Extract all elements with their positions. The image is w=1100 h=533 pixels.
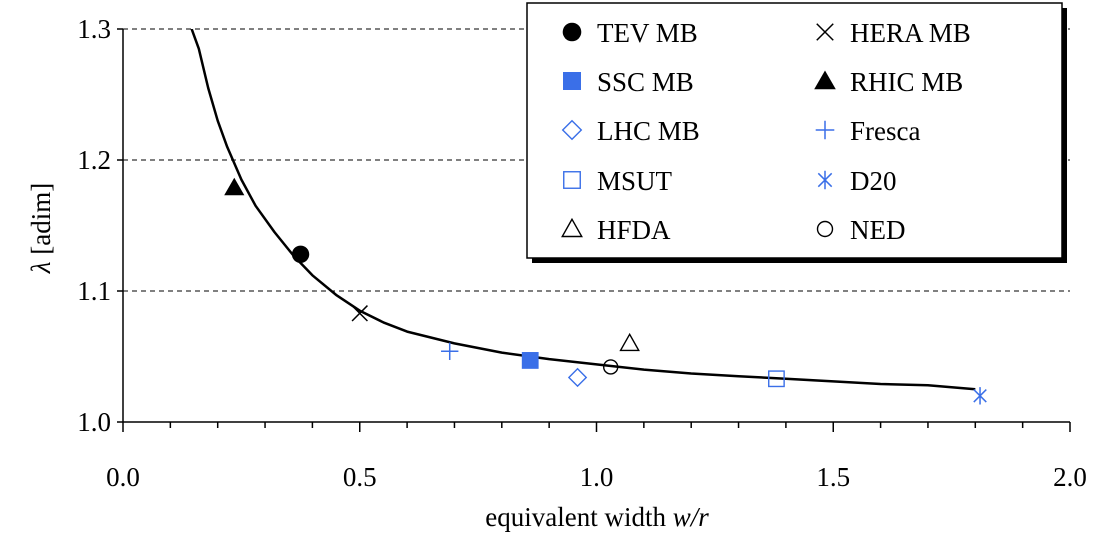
data-points	[224, 177, 987, 405]
legend-marker-tev-mb	[562, 22, 582, 42]
legend-marker-lhc-mb	[561, 119, 583, 141]
y-axis-title: λ [adim]	[26, 183, 56, 274]
x-tick-label-2: 1.0	[580, 462, 614, 492]
legend-box	[526, 2, 1063, 259]
point-msut-0	[768, 370, 785, 388]
point-fresca-0	[441, 342, 459, 360]
y-tick-label-1: 1.1	[77, 276, 111, 306]
point-lhc-mb-0	[567, 367, 588, 388]
y-tick-label-0: 1.0	[77, 407, 111, 437]
point-ssc-mb-0	[521, 352, 539, 369]
point-tev-mb-0	[291, 245, 310, 263]
point-hfda-0	[619, 332, 640, 352]
legend-marker-msut	[563, 171, 581, 189]
y-tick-label-3: 1.3	[77, 14, 111, 44]
point-hera-mb-0	[351, 305, 368, 322]
fit-curve	[190, 29, 976, 391]
point-d20-0	[973, 387, 987, 405]
legend: TEV MB HERA MB SSC MB RHIC MB LHC MB Fresca MS…	[526, 2, 1067, 263]
legend-marker-ssc-mb	[563, 72, 581, 90]
legend-label-fresca: Fresca	[850, 116, 920, 146]
fit-curve-group	[190, 29, 976, 391]
point-rhic-mb-0	[224, 177, 245, 196]
legend-label-lhc-mb: LHC MB	[597, 116, 700, 146]
legend-marker-rhic-mb	[814, 70, 836, 90]
point-ned-0	[603, 359, 619, 375]
legend-label-ssc-mb: SSC MB	[597, 67, 694, 97]
legend-marker-ned	[816, 220, 834, 238]
legend-label-msut: MSUT	[597, 166, 673, 196]
legend-label-hera-mb: HERA MB	[850, 18, 971, 48]
legend-label-hfda: HFDA	[597, 215, 671, 245]
x-tick-label-0: 0.0	[106, 462, 140, 492]
axes	[117, 28, 1071, 432]
y-tick-labels: 1.0 1.1 1.2 1.3	[77, 14, 111, 437]
x-axis-title: equivalent width w/r	[485, 502, 709, 532]
x-tick-label-3: 1.5	[816, 462, 850, 492]
legend-label-tev-mb: TEV MB	[597, 18, 698, 48]
legend-marker-d20	[817, 170, 833, 190]
legend-label-ned: NED	[850, 215, 906, 245]
legend-label-rhic-mb: RHIC MB	[850, 67, 963, 97]
legend-label-d20: D20	[850, 166, 897, 196]
legend-marker-hera-mb	[816, 23, 834, 41]
grid-lines	[123, 28, 1070, 292]
x-tick-labels: 0.0 0.5 1.0 1.5 2.0	[106, 462, 1087, 492]
legend-marker-hfda	[561, 217, 583, 238]
legend-marker-fresca	[815, 120, 835, 140]
x-tick-label-1: 0.5	[343, 462, 377, 492]
y-tick-label-2: 1.2	[77, 145, 111, 175]
x-tick-label-4: 2.0	[1053, 462, 1087, 492]
